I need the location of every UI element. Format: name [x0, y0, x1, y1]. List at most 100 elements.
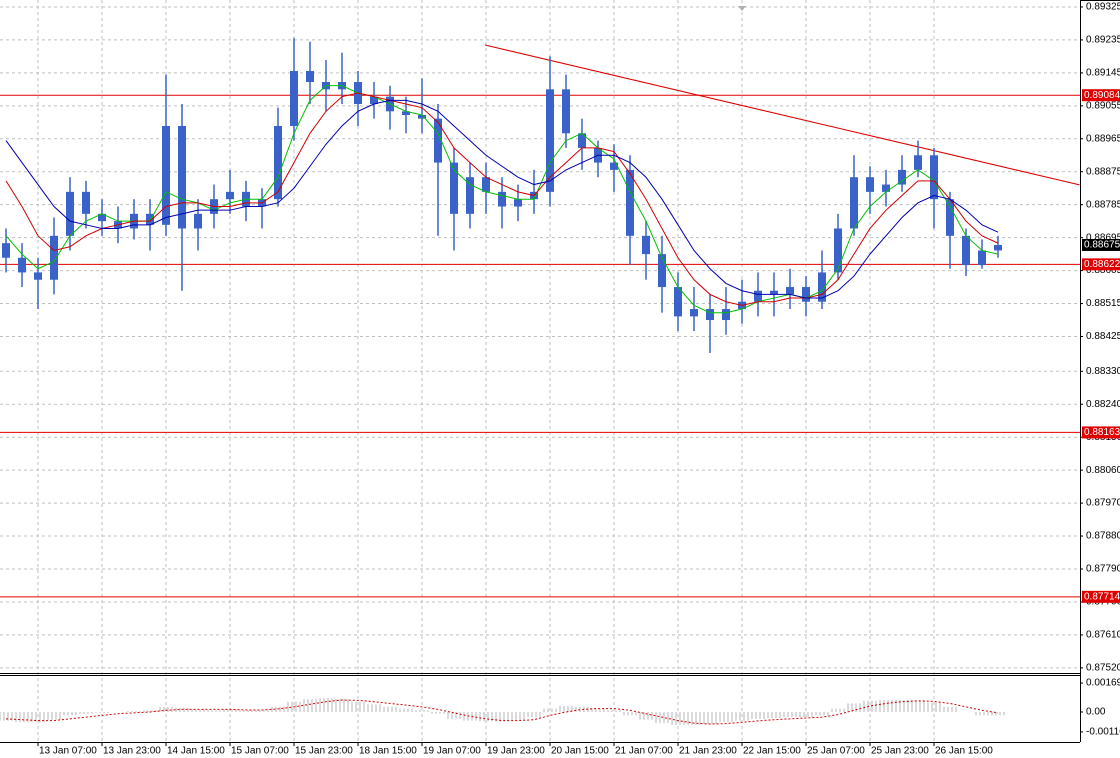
- y-tick-label: 0.88060: [1086, 465, 1120, 476]
- candle-body: [162, 125, 170, 225]
- current-price-label: 0.88675: [1084, 240, 1120, 251]
- candle-body: [914, 155, 922, 170]
- x-tick-label: 19 Jan 23:00: [487, 746, 545, 757]
- x-tick-label: 13 Jan 23:00: [103, 746, 161, 757]
- y-tick-label: 0.88605: [1086, 265, 1120, 276]
- candle-body: [226, 191, 234, 200]
- x-tick-label: 18 Jan 15:00: [359, 746, 417, 757]
- candle-body: [306, 71, 314, 83]
- candle-body: [978, 250, 986, 266]
- candle-body: [418, 114, 426, 119]
- y-tick-label: 0.87880: [1086, 531, 1120, 542]
- candle-body: [962, 235, 970, 266]
- candle-body: [898, 169, 906, 185]
- candle-body: [802, 287, 810, 302]
- candle-body: [434, 118, 442, 163]
- candle-body: [274, 125, 282, 200]
- candle-body: [946, 199, 954, 236]
- y-tick-label: 0.89145: [1086, 68, 1120, 79]
- y-tick-label: 0.87790: [1086, 564, 1120, 575]
- level-label: 0.88622: [1084, 259, 1120, 270]
- candle-body: [290, 71, 298, 126]
- candle-body: [850, 177, 858, 229]
- candle-body: [626, 169, 634, 236]
- candle-body: [754, 290, 762, 302]
- y-tick-label: 0.87970: [1086, 498, 1120, 509]
- x-tick-label: 14 Jan 15:00: [167, 746, 225, 757]
- candle-body: [546, 89, 554, 192]
- candle-body: [2, 243, 10, 258]
- x-tick-label: 13 Jan 07:00: [39, 746, 97, 757]
- level-tag: [1082, 89, 1120, 102]
- candle-body: [610, 162, 618, 170]
- level-tag: [1082, 258, 1120, 271]
- candle-body: [466, 177, 474, 214]
- candle-body: [34, 272, 42, 280]
- shift-marker: [738, 6, 746, 11]
- y-tick-label: 0.89325: [1086, 2, 1120, 13]
- y-tick-label: 0.00: [1086, 707, 1106, 718]
- candle-body: [994, 244, 1002, 251]
- x-tick-label: 15 Jan 07:00: [231, 746, 289, 757]
- level-label: 0.87714: [1084, 591, 1120, 602]
- y-tick-label: 0.88330: [1086, 366, 1120, 377]
- candle-body: [818, 272, 826, 302]
- signal-line: [5, 699, 999, 725]
- candle-body: [178, 125, 186, 229]
- candle-body: [786, 287, 794, 295]
- level-label: 0.88163: [1084, 427, 1120, 438]
- candle-body: [450, 162, 458, 214]
- y-tick-label: 0.87610: [1086, 630, 1120, 641]
- candle-body: [642, 235, 650, 255]
- candle-body: [146, 213, 154, 225]
- candle-body: [866, 177, 874, 192]
- candle-body: [370, 96, 378, 104]
- x-tick-label: 21 Jan 23:00: [679, 746, 737, 757]
- candle-body: [514, 199, 522, 207]
- candle-body: [690, 309, 698, 317]
- x-tick-label: 26 Jan 15:00: [935, 746, 993, 757]
- y-tick-label: 0.88515: [1086, 298, 1120, 309]
- candle-body: [98, 213, 106, 222]
- candle-body: [82, 191, 90, 214]
- x-tick-label: 19 Jan 07:00: [423, 746, 481, 757]
- moving-average: [5, 99, 999, 299]
- candle-body: [578, 133, 586, 148]
- y-tick-label: 0.88875: [1086, 166, 1120, 177]
- plot-layer: [0, 0, 1080, 742]
- candle-body: [722, 309, 730, 321]
- level-tag: [1082, 426, 1120, 439]
- y-tick-label: 0.89055: [1086, 100, 1120, 111]
- moving-average: [5, 85, 999, 314]
- x-tick-label: 25 Jan 07:00: [807, 746, 865, 757]
- y-tick-label: 0.88785: [1086, 199, 1120, 210]
- y-tick-label: 0.00169: [1086, 678, 1120, 689]
- y-tick-label: 0.88425: [1086, 331, 1120, 342]
- y-tick-label: 0.87520: [1086, 663, 1120, 674]
- level-tag: [1082, 590, 1120, 603]
- x-tick-label: 20 Jan 15:00: [551, 746, 609, 757]
- candle-body: [562, 89, 570, 134]
- candle-body: [658, 254, 666, 288]
- candle-body: [882, 184, 890, 192]
- x-tick-label: 15 Jan 23:00: [295, 746, 353, 757]
- candle-body: [66, 191, 74, 236]
- price-tag: [1082, 238, 1120, 251]
- y-tick-label: 0.88965: [1086, 133, 1120, 144]
- x-tick-label: 21 Jan 07:00: [615, 746, 673, 757]
- x-tick-label: 25 Jan 23:00: [871, 746, 929, 757]
- candle-body: [18, 257, 26, 273]
- x-tick-label: 22 Jan 15:00: [743, 746, 801, 757]
- level-label: 0.89084: [1084, 90, 1120, 101]
- candle-body: [674, 287, 682, 317]
- candle-body: [706, 309, 714, 321]
- y-tick-label: 0.88695: [1086, 232, 1120, 243]
- candle-body: [194, 213, 202, 229]
- candle-body: [402, 111, 410, 115]
- moving-average: [5, 92, 999, 306]
- candle-body: [770, 290, 778, 295]
- candle-body: [498, 191, 506, 207]
